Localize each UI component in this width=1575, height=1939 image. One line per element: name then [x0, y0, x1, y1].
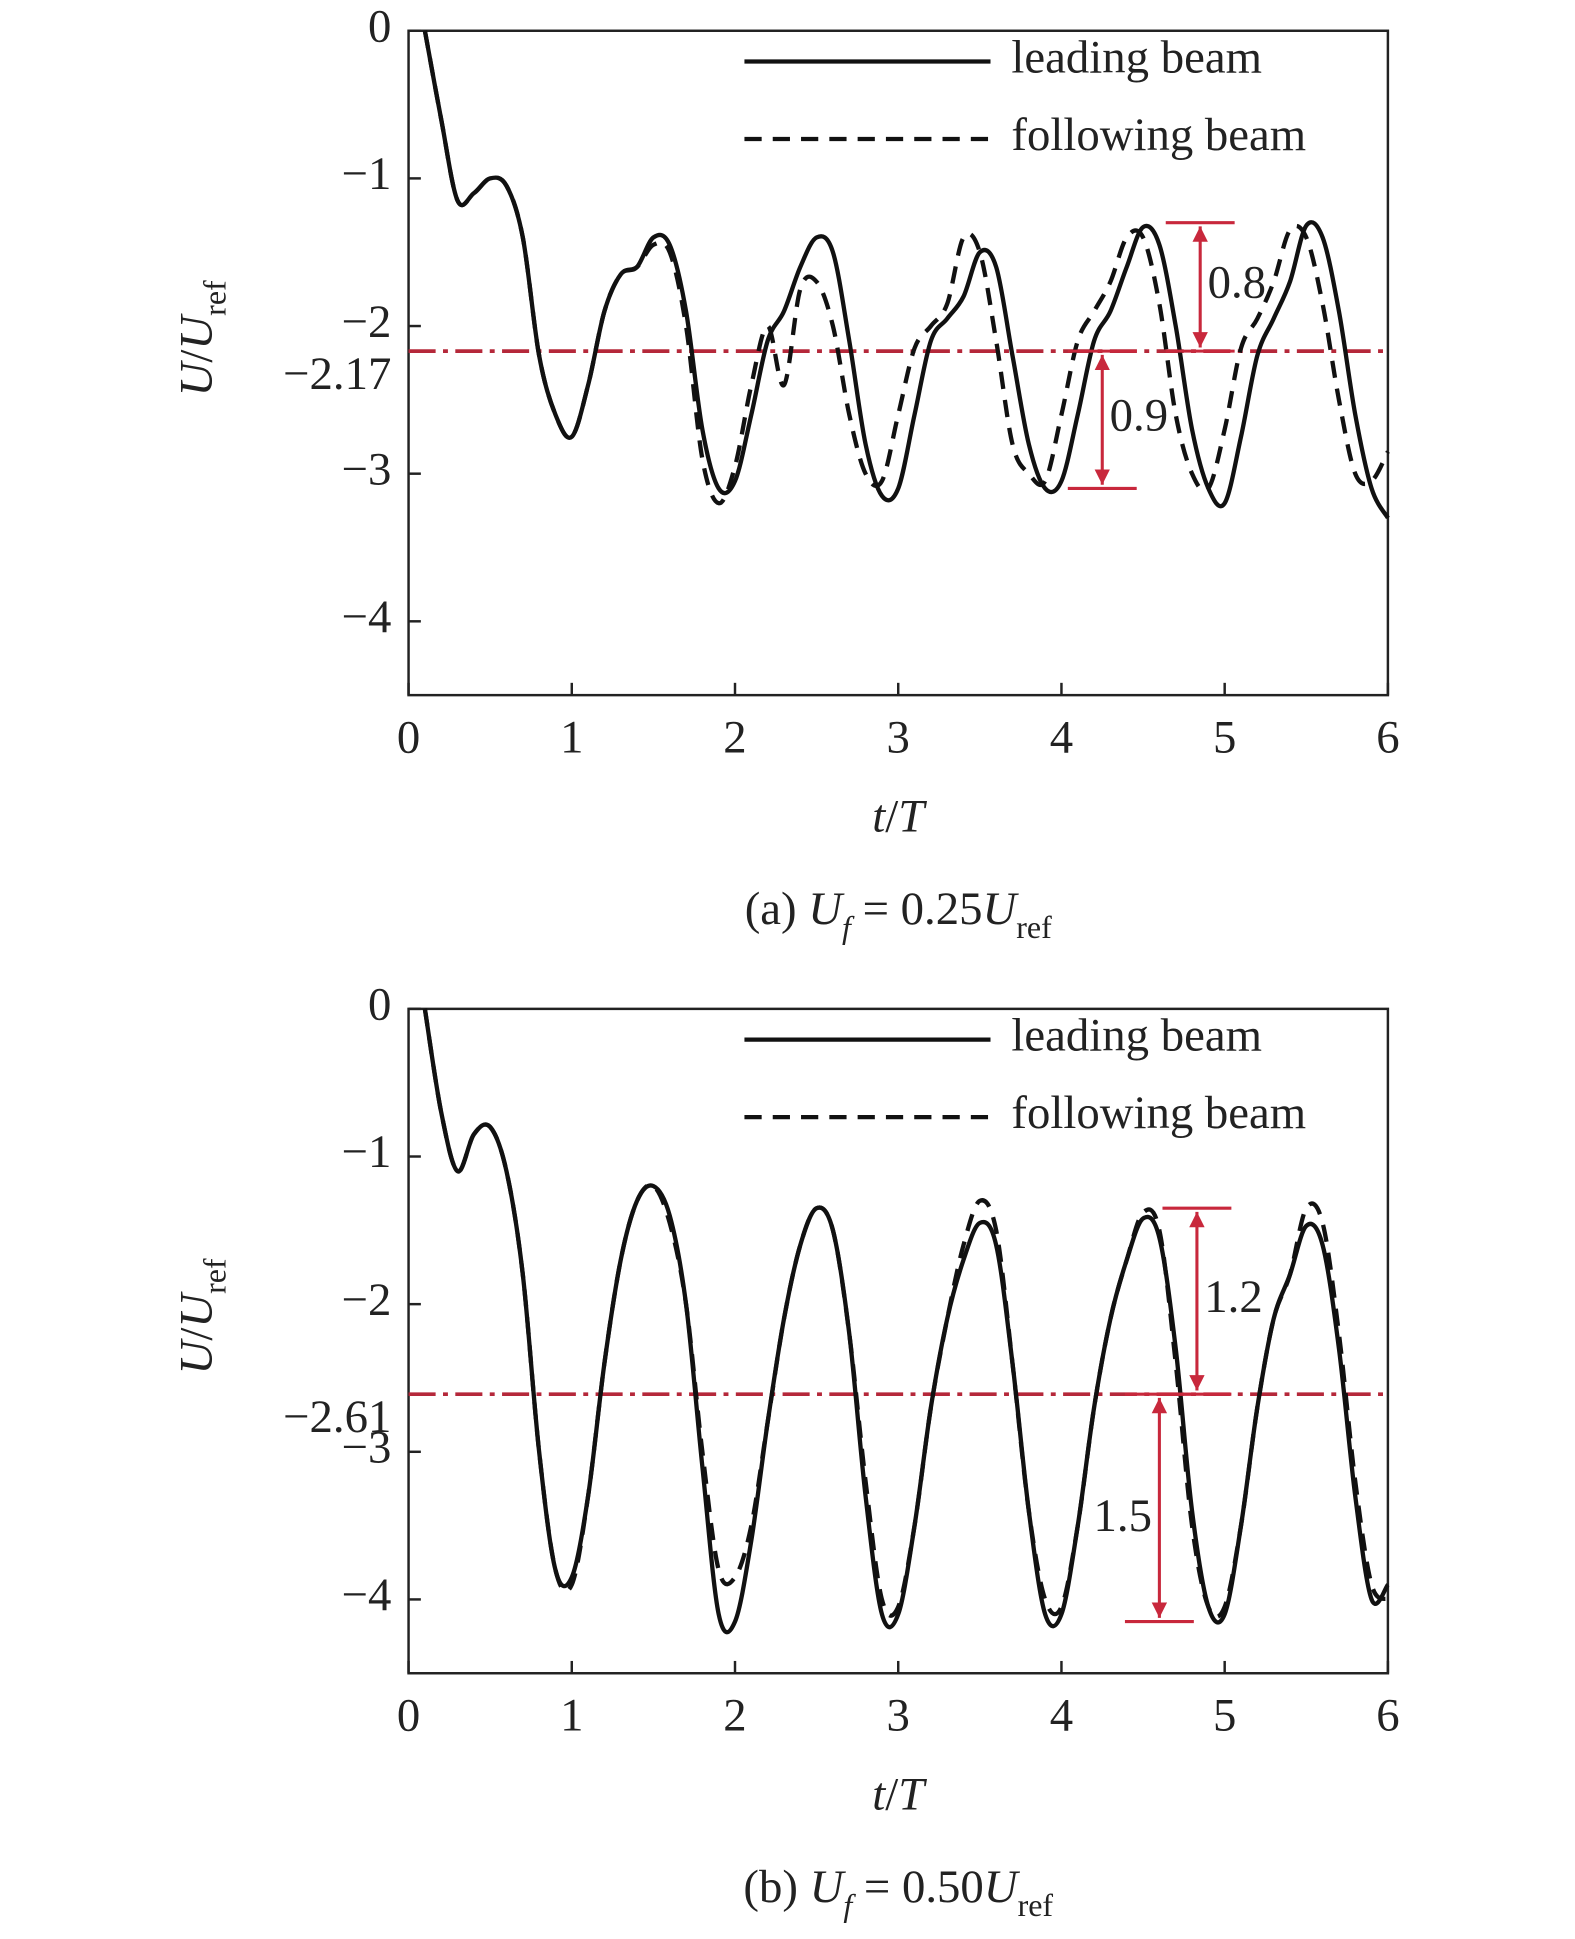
reference-label: −2.61: [283, 1391, 391, 1443]
text-part: (a): [745, 883, 809, 935]
text-part: = 0.25: [851, 883, 983, 935]
y-tick-label: −1: [342, 148, 392, 200]
arrow-label: 1.5: [1094, 1490, 1152, 1542]
text-part: ref: [1018, 1888, 1054, 1923]
x-tick-label: 5: [1213, 1690, 1236, 1742]
y-tick-label: −3: [342, 1422, 392, 1474]
caption: (a) Uf = 0.25Uref: [745, 883, 1052, 945]
y-axis-label: U/Uref: [170, 1258, 232, 1374]
text-part: U: [808, 883, 845, 935]
text-part: t: [872, 790, 886, 842]
legend-label: leading beam: [1011, 1009, 1262, 1061]
text-part: T: [898, 790, 927, 842]
x-tick-label: 6: [1376, 712, 1399, 764]
text-part: U: [983, 883, 1020, 935]
reference-label: −2.17: [283, 348, 391, 400]
text-part: U: [984, 1861, 1021, 1913]
x-tick-label: 3: [887, 712, 910, 764]
x-tick-label: 6: [1376, 1690, 1399, 1742]
text-part: U: [810, 1861, 847, 1913]
x-tick-label: 0: [397, 1690, 420, 1742]
x-tick-label: 1: [560, 712, 583, 764]
caption: (b) Uf = 0.50Uref: [743, 1861, 1053, 1923]
text-part: ref: [197, 1258, 232, 1294]
y-tick-label: −3: [342, 443, 392, 495]
text-part: U: [170, 359, 222, 396]
legend-label: following beam: [1011, 1087, 1306, 1139]
text-part: /: [170, 350, 222, 363]
x-axis-label: t/T: [872, 790, 927, 842]
series-line: [422, 30, 1390, 506]
arrow-label: 0.9: [1110, 390, 1168, 442]
arrow-label: 0.8: [1208, 257, 1266, 309]
text-part: U: [170, 1337, 222, 1374]
text-part: t: [872, 1768, 886, 1820]
text-part: T: [898, 1768, 927, 1820]
x-tick-label: 1: [560, 1690, 583, 1742]
text-part: ref: [197, 280, 232, 316]
y-axis-label: U/Uref: [170, 280, 232, 396]
arrow-label: 1.2: [1204, 1271, 1262, 1323]
x-tick-label: 4: [1050, 1690, 1073, 1742]
x-tick-label: 2: [723, 712, 746, 764]
x-axis-label: t/T: [872, 1768, 927, 1820]
legend-label: leading beam: [1011, 31, 1262, 83]
y-tick-label: 0: [368, 0, 391, 52]
text-part: U: [170, 1291, 222, 1328]
legend-label: following beam: [1011, 109, 1306, 161]
y-tick-label: 0: [368, 979, 391, 1031]
text-part: ref: [1016, 910, 1052, 945]
y-tick-label: −2: [342, 1274, 392, 1326]
text-part: (b): [743, 1861, 809, 1913]
text-part: /: [170, 1328, 222, 1341]
x-tick-label: 4: [1050, 712, 1073, 764]
y-tick-label: −4: [342, 591, 392, 643]
text-part: /: [885, 1768, 898, 1820]
text-part: U: [170, 313, 222, 350]
y-tick-label: −2: [342, 296, 392, 348]
x-tick-label: 0: [397, 712, 420, 764]
y-tick-label: −1: [342, 1126, 392, 1178]
y-tick-label: −4: [342, 1569, 392, 1621]
series-line: [422, 1008, 1390, 1620]
x-tick-label: 3: [887, 1690, 910, 1742]
x-tick-label: 5: [1213, 712, 1236, 764]
x-tick-label: 2: [723, 1690, 746, 1742]
text-part: = 0.50: [852, 1861, 984, 1913]
text-part: /: [885, 790, 898, 842]
